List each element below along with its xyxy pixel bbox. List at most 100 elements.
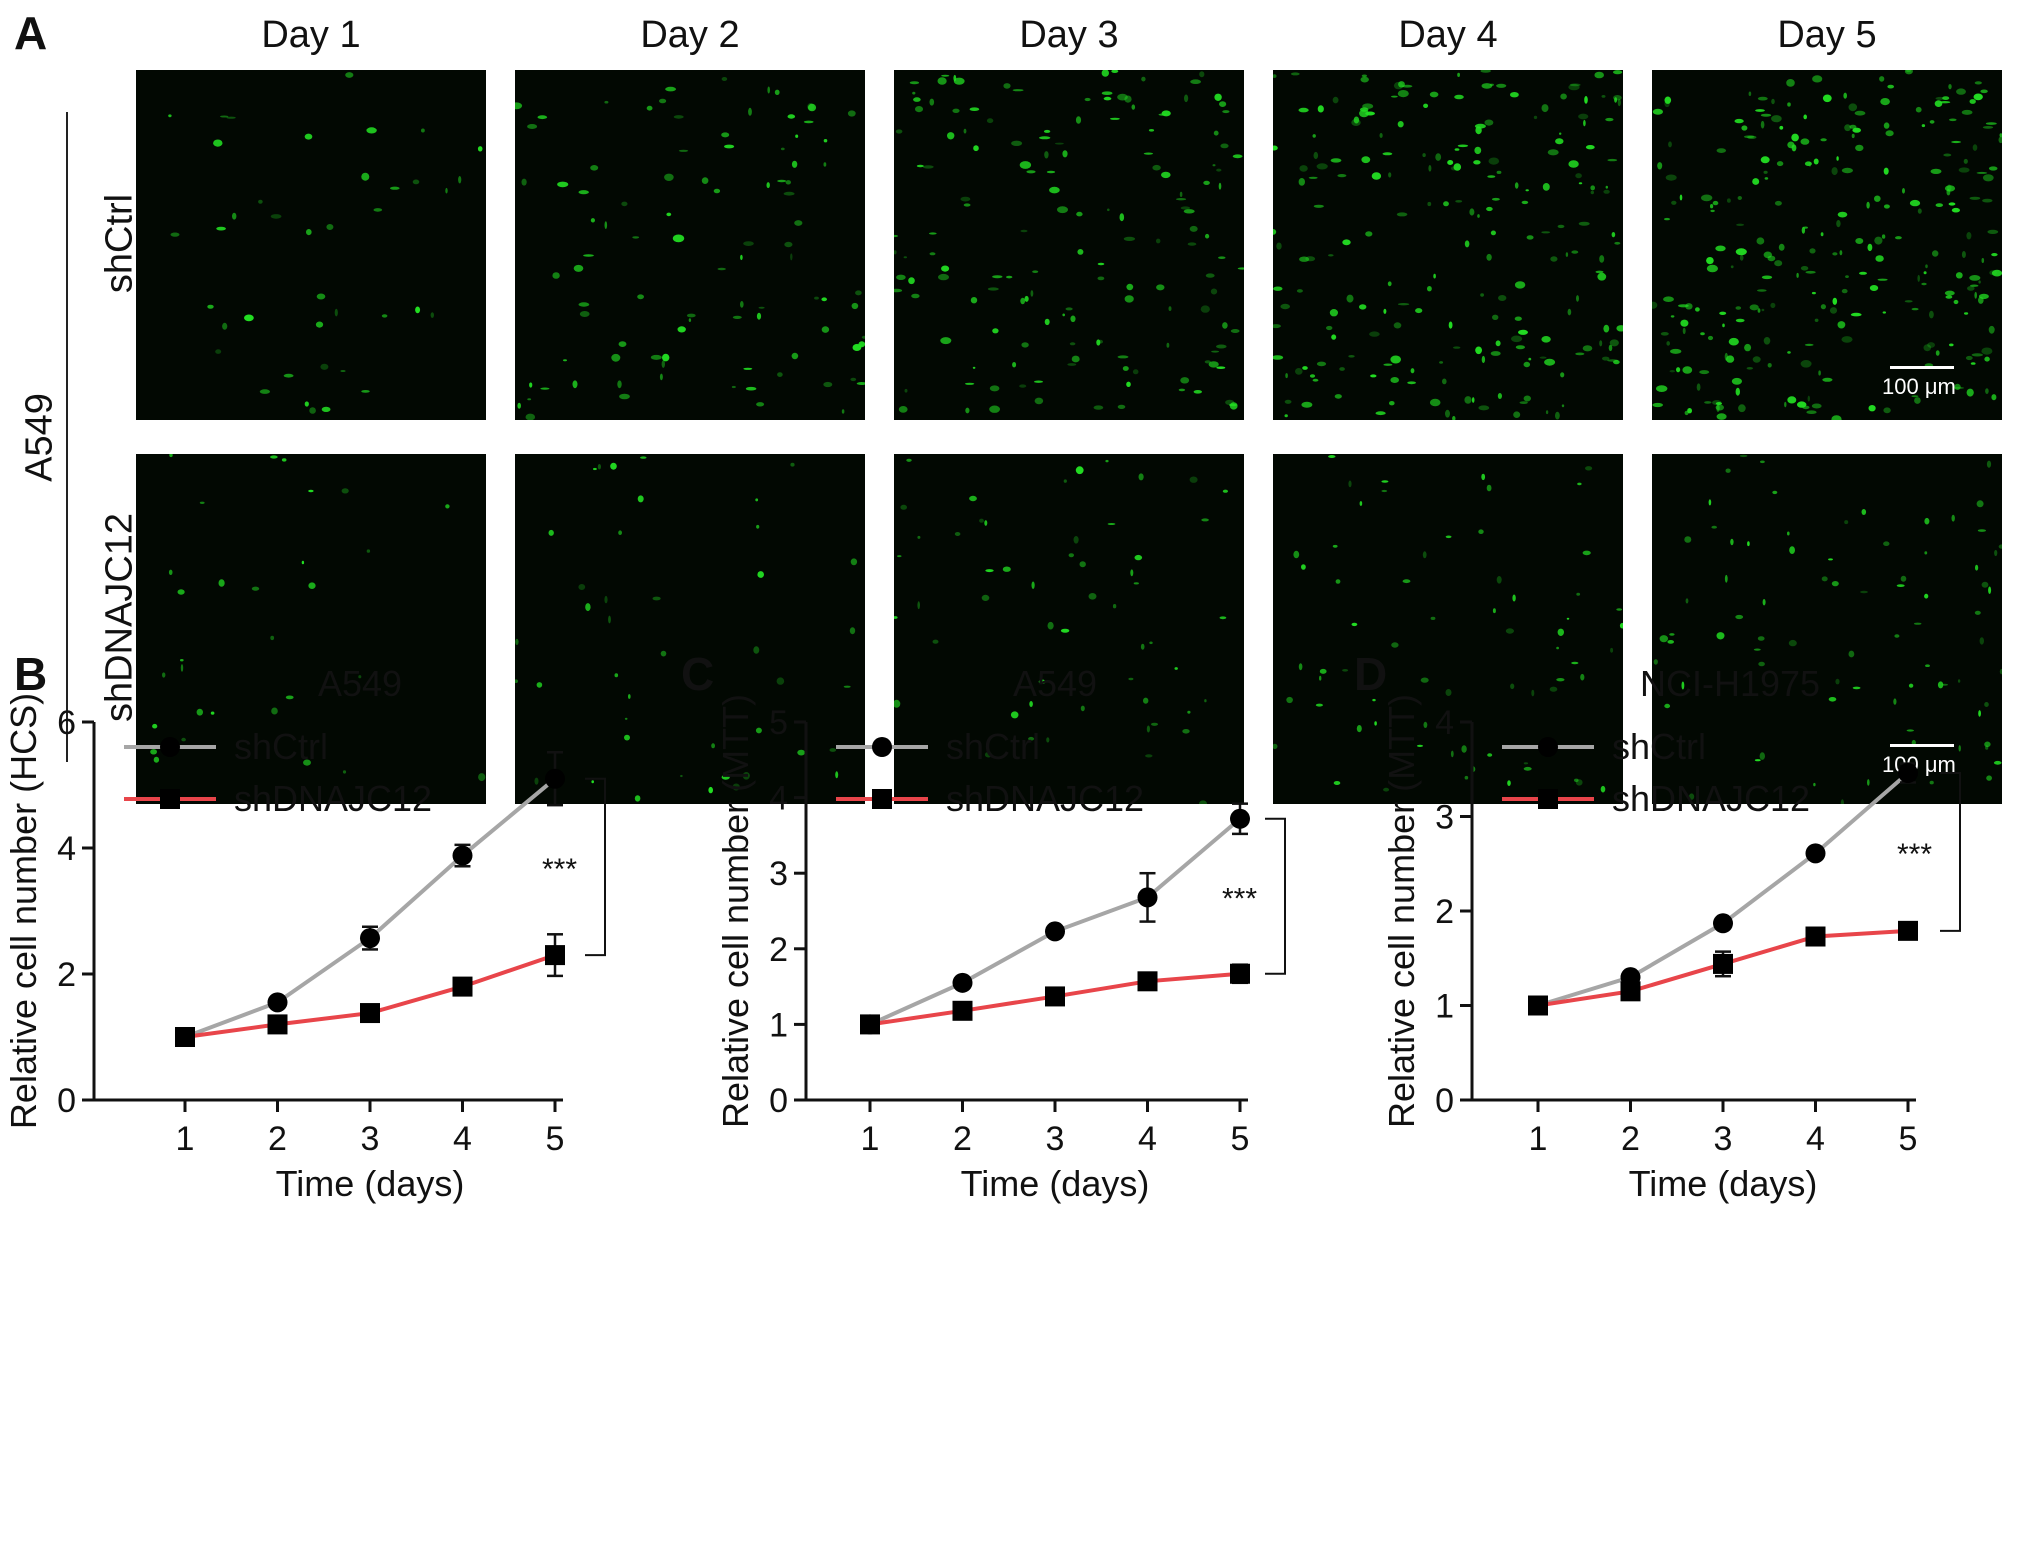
data-point-shctrl bbox=[452, 845, 473, 866]
scale-bar-label: 100 μm bbox=[1882, 374, 1956, 399]
data-point-shctrl bbox=[1713, 913, 1733, 934]
x-axis-label: Time (days) bbox=[1629, 1163, 1818, 1204]
legend-label: shCtrl bbox=[234, 726, 328, 767]
data-point-shctrl bbox=[545, 768, 565, 789]
y-tick-label: 1 bbox=[1435, 988, 1454, 1026]
data-point-shdnajc12 bbox=[1713, 953, 1733, 974]
data-point-shdnajc12 bbox=[545, 945, 565, 966]
data-point-shdnajc12 bbox=[1528, 995, 1548, 1016]
x-tick-label: 3 bbox=[1046, 1120, 1065, 1158]
data-point-shctrl bbox=[1045, 921, 1065, 942]
data-point-shdnajc12 bbox=[1137, 971, 1158, 992]
day-label-5: Day 5 bbox=[1777, 14, 1877, 56]
micrograph-shctrl-day-3 bbox=[894, 70, 1244, 420]
y-axis-label: Relative cell number (MTT) bbox=[715, 694, 756, 1128]
day-label-3: Day 3 bbox=[1019, 14, 1119, 56]
legend-marker bbox=[1538, 789, 1558, 809]
y-tick-label: 3 bbox=[769, 855, 788, 893]
data-point-shdnajc12 bbox=[860, 1014, 880, 1035]
micrograph-shctrl-day-2 bbox=[515, 70, 865, 420]
data-point-shctrl bbox=[1230, 808, 1250, 829]
chart-c: C A549 0 1 2 3 4 5 1 2 3 4 5 Time (days) Relative cell… bbox=[681, 648, 1286, 1204]
panel-a-letter: A bbox=[14, 7, 48, 59]
x-axis-label: Time (days) bbox=[276, 1163, 465, 1204]
x-tick-label: 4 bbox=[1138, 1120, 1157, 1158]
y-tick-label: 1 bbox=[769, 1006, 788, 1044]
significance-bracket bbox=[1940, 772, 1961, 932]
legend-label: shCtrl bbox=[1612, 726, 1706, 767]
legend-label: shDNAJC12 bbox=[1612, 778, 1810, 819]
x-tick-label: 5 bbox=[1231, 1120, 1250, 1158]
cell-line-label: A549 bbox=[18, 393, 61, 482]
data-point-shdnajc12 bbox=[267, 1014, 288, 1035]
legend-marker bbox=[1538, 737, 1558, 757]
micrograph-shctrl-day-5 bbox=[1652, 70, 2002, 420]
x-tick-label: 2 bbox=[1621, 1120, 1640, 1158]
data-point-shdnajc12 bbox=[360, 1003, 380, 1024]
data-point-shdnajc12 bbox=[452, 976, 473, 997]
micrograph-shdnajc12-day-3 bbox=[894, 454, 1244, 804]
y-tick-label: 2 bbox=[57, 956, 76, 994]
day-label-4: Day 4 bbox=[1398, 14, 1498, 56]
chart-title: NCI-H1975 bbox=[1640, 663, 1820, 704]
data-point-shdnajc12 bbox=[1898, 920, 1918, 941]
y-tick-label: 2 bbox=[769, 931, 788, 969]
significance-bracket bbox=[585, 777, 606, 957]
panel-letter: B bbox=[14, 648, 47, 700]
x-tick-label: 5 bbox=[546, 1120, 565, 1158]
legend-marker bbox=[160, 737, 180, 757]
x-tick-label: 1 bbox=[1529, 1120, 1548, 1158]
x-axis-label: Time (days) bbox=[961, 1163, 1150, 1204]
day-label-1: Day 1 bbox=[261, 14, 361, 56]
legend-label: shDNAJC12 bbox=[946, 778, 1144, 819]
x-tick-label: 3 bbox=[1714, 1120, 1733, 1158]
legend-marker bbox=[160, 789, 180, 809]
panel-letter: D bbox=[1354, 648, 1387, 700]
y-tick-label: 4 bbox=[57, 830, 76, 868]
data-point-shctrl bbox=[267, 992, 288, 1013]
legend-marker bbox=[872, 789, 892, 809]
significance-label: *** bbox=[1222, 882, 1257, 915]
significance-label: *** bbox=[542, 853, 577, 886]
y-tick-label: 2 bbox=[1435, 893, 1454, 931]
legend-marker bbox=[872, 737, 892, 757]
y-tick-label: 6 bbox=[57, 704, 76, 742]
y-tick-label: 0 bbox=[57, 1082, 76, 1120]
chart-title: A549 bbox=[318, 663, 402, 704]
y-axis-label: Relative cell number (HCS) bbox=[3, 693, 44, 1129]
significance-bracket bbox=[1265, 817, 1286, 975]
x-tick-label: 1 bbox=[176, 1120, 195, 1158]
data-point-shdnajc12 bbox=[1620, 981, 1641, 1002]
data-point-shctrl bbox=[360, 928, 380, 949]
day-label-2: Day 2 bbox=[640, 14, 740, 56]
group-bracket-line bbox=[66, 112, 68, 762]
y-axis-label: Relative cell number (MTT) bbox=[1381, 694, 1422, 1128]
data-point-shctrl bbox=[1898, 763, 1918, 784]
panel-letter: C bbox=[681, 648, 714, 700]
y-tick-label: 4 bbox=[769, 780, 788, 818]
data-point-shdnajc12 bbox=[175, 1027, 195, 1047]
x-tick-label: 1 bbox=[861, 1120, 880, 1158]
series-line-shdnajc12 bbox=[184, 953, 556, 1039]
y-tick-label: 4 bbox=[1435, 704, 1454, 742]
x-tick-label: 5 bbox=[1899, 1120, 1918, 1158]
data-point-shdnajc12 bbox=[1045, 986, 1065, 1007]
y-tick-label: 5 bbox=[769, 704, 788, 742]
data-point-shdnajc12 bbox=[952, 1000, 973, 1021]
data-point-shctrl bbox=[1137, 887, 1158, 908]
micrograph-shctrl-day-1 bbox=[136, 70, 486, 420]
x-tick-label: 4 bbox=[453, 1120, 472, 1158]
y-tick-label: 0 bbox=[1435, 1082, 1454, 1120]
micrograph-shctrl-day-4 bbox=[1273, 70, 1623, 420]
y-tick-label: 0 bbox=[769, 1082, 788, 1120]
x-tick-label: 2 bbox=[953, 1120, 972, 1158]
x-tick-label: 3 bbox=[361, 1120, 380, 1158]
significance-label: *** bbox=[1897, 838, 1932, 871]
legend-label: shDNAJC12 bbox=[234, 778, 432, 819]
chart-d: D NCI-H1975 0 1 2 3 4 1 2 3 4 5 Time (days) Relative … bbox=[1354, 648, 1961, 1204]
data-point-shdnajc12 bbox=[1230, 963, 1250, 984]
data-point-shdnajc12 bbox=[1805, 926, 1826, 947]
legend-label: shCtrl bbox=[946, 726, 1040, 767]
chart-title: A549 bbox=[1013, 663, 1097, 704]
data-point-shctrl bbox=[1805, 843, 1826, 864]
